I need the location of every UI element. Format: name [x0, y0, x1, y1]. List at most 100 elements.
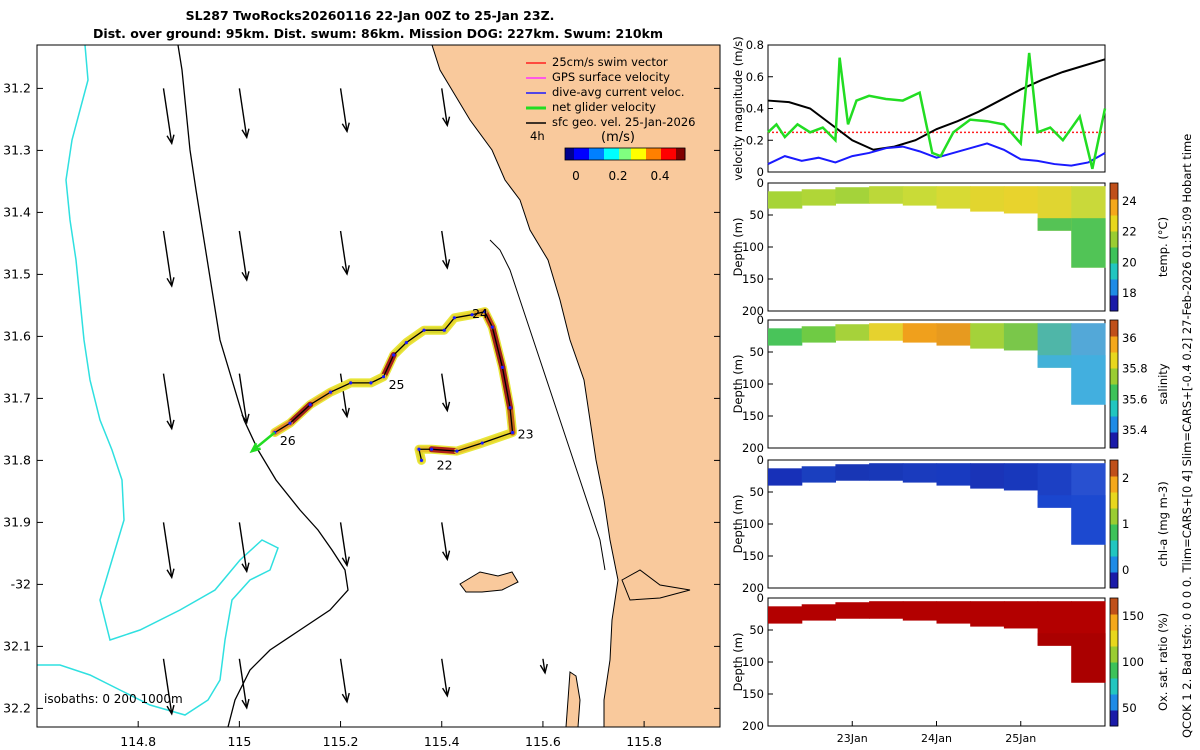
colorbar-cell	[619, 148, 623, 160]
section-cell	[936, 463, 971, 486]
colorbar-cell	[589, 148, 593, 160]
section-colorbar-cell	[1110, 646, 1118, 663]
map-ytick-label: 31.4	[3, 204, 31, 219]
colorbar-cell	[658, 148, 662, 160]
track-surfacing-point	[419, 458, 424, 462]
section-colorbar-cell	[1110, 678, 1118, 695]
section-colorbar-tick: 24	[1122, 194, 1137, 208]
colorbar-cell	[655, 148, 659, 160]
section-ytick-label: 50	[749, 623, 764, 637]
section-cell	[768, 191, 803, 209]
section-cell	[835, 464, 870, 481]
section-colorbar-cell	[1110, 614, 1118, 631]
track-surfacing-point	[381, 375, 386, 379]
colorbar-cell	[667, 148, 671, 160]
final-net-vector-head	[249, 442, 262, 454]
velocity-ytick-label: 0.8	[746, 38, 764, 52]
geo-arrow-head	[341, 407, 350, 419]
section-colorbar-tick: 35.6	[1122, 392, 1148, 406]
section-ytick-label: 150	[742, 549, 764, 563]
section-colorbar-label: chl-a (mg m-3)	[1156, 481, 1170, 566]
track-surfacing-point	[452, 316, 456, 320]
colorbar-cell	[622, 148, 626, 160]
colorbar-cell	[676, 148, 680, 160]
track-surfacing-point	[288, 421, 292, 425]
isobath-1000m	[37, 45, 279, 716]
section-colorbar-tick: 36	[1122, 331, 1137, 345]
section-cell	[970, 186, 1005, 212]
colorbar-cell	[628, 148, 632, 160]
section-colorbar-cell	[1110, 694, 1118, 711]
section-cell	[801, 189, 836, 206]
section-colorbar-cell	[1110, 400, 1118, 417]
geo-arrow	[339, 522, 348, 566]
colorbar-cell	[610, 148, 614, 160]
colorbar-cell	[682, 148, 686, 160]
geo-arrow-head	[166, 134, 175, 146]
geo-arrow-head	[166, 568, 175, 580]
colorbar-cell	[661, 148, 665, 160]
legend-label-dive: dive-avg current veloc.	[552, 85, 685, 99]
colorbar-cell	[646, 148, 650, 160]
section-lower-cell	[1037, 495, 1072, 508]
geo-arrow	[542, 658, 546, 673]
colorbar-frame	[564, 147, 686, 161]
section-colorbar-tick: 22	[1122, 225, 1137, 239]
section-colorbar-cell	[1110, 215, 1118, 232]
section-lower-cell	[1071, 633, 1106, 683]
section-ytick-label: 200	[742, 304, 764, 318]
section-ylabel: Depth (m)	[731, 633, 745, 692]
geo-arrow	[441, 230, 448, 269]
geo-arrow	[162, 373, 173, 429]
section-colorbar-cell	[1110, 598, 1118, 615]
geo-arrow-head	[539, 663, 548, 675]
section-cell	[768, 328, 803, 346]
section-colorbar-tick: 150	[1122, 609, 1144, 623]
track-surfacing-point	[483, 310, 487, 314]
section-colorbar-label: Ox. sat. ratio (%)	[1156, 613, 1170, 711]
map-ytick-label: 31.6	[3, 328, 31, 343]
velocity-ytick-label: 0	[757, 165, 764, 179]
geo-arrow	[441, 522, 448, 560]
colorbar-cell	[640, 148, 644, 160]
section-colorbar-tick: 0	[1122, 563, 1129, 577]
section-colorbar-frame	[1109, 459, 1119, 589]
geo-arrow	[339, 373, 348, 417]
section-cell	[936, 323, 971, 346]
track-surfacing-point	[490, 325, 494, 329]
section-lower-cell	[1037, 633, 1072, 646]
legend-label-gps: GPS surface velocity	[552, 70, 670, 84]
track-surfacing-point	[430, 447, 434, 451]
geo-arrow-head	[241, 562, 250, 574]
geo-arrow-head	[166, 419, 175, 431]
geo-arrow	[441, 88, 448, 126]
section-colorbar-label: salinity	[1156, 363, 1170, 404]
section-colorbar-tick: 100	[1122, 655, 1144, 669]
track-surfacing-point	[455, 449, 459, 453]
track-surfacing-point	[500, 365, 505, 369]
map-ytick-label: 31.9	[3, 514, 31, 529]
colorbar-cell	[583, 148, 587, 160]
section-colorbar-cell	[1110, 630, 1118, 647]
section-ytick-label: 50	[749, 345, 764, 359]
map-xtick-label: 114.8	[120, 734, 156, 749]
colorbar-tick-1: 0.2	[608, 169, 627, 183]
legend-label-swim: 25cm/s swim vector	[552, 55, 668, 69]
section-ytick-label: 100	[742, 655, 764, 669]
section-colorbar-cell	[1110, 662, 1118, 679]
time-tick-label: 25Jan	[1005, 732, 1036, 745]
track-surfacing-point	[404, 341, 408, 345]
section-colorbar-cell	[1110, 263, 1118, 280]
colorbar-tick-2: 0.4	[650, 169, 669, 183]
geo-arrow-head	[241, 128, 250, 140]
section-ytick-label: 200	[742, 719, 764, 733]
section-cell	[768, 468, 803, 486]
section-cell	[869, 186, 904, 204]
colorbar-cell	[670, 148, 674, 160]
track-surfacing-point	[308, 403, 312, 407]
section-colorbar-tick: 2	[1122, 471, 1129, 485]
track-surfacing-point	[349, 381, 353, 385]
section-cell	[970, 463, 1005, 489]
